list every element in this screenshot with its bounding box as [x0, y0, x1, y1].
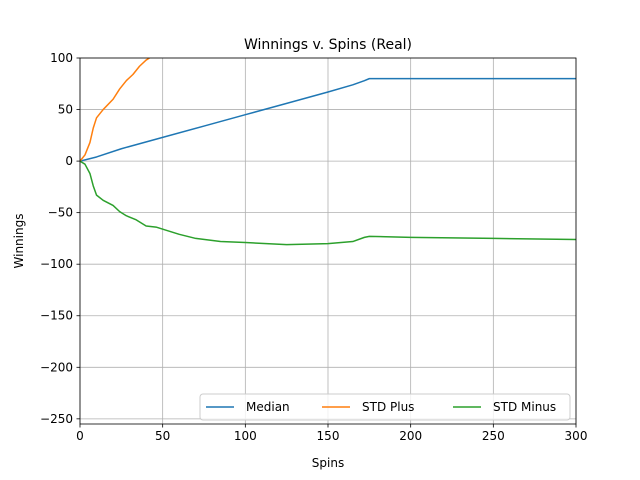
- legend-label-std-plus: STD Plus: [362, 400, 414, 414]
- legend-label-std-minus: STD Minus: [493, 400, 556, 414]
- y-tick-label: −150: [40, 309, 73, 323]
- series-line-median: [80, 77, 576, 162]
- y-axis-label: Winnings: [12, 214, 26, 269]
- y-tick-label: 50: [58, 103, 73, 117]
- x-tick-label: 300: [565, 429, 588, 443]
- x-tick-label: 150: [317, 429, 340, 443]
- legend-box: [199, 393, 571, 421]
- y-tick-label: −50: [48, 206, 73, 220]
- plot-series: [80, 58, 576, 246]
- y-tick-label: −200: [40, 360, 73, 374]
- chart-title: Winnings v. Spins (Real): [244, 37, 412, 53]
- x-tick-label: 50: [155, 429, 170, 443]
- y-tick-label: −250: [40, 412, 73, 426]
- x-tick-label: 0: [76, 429, 84, 443]
- series-line-std-plus: [80, 58, 150, 162]
- y-tick-label: 0: [65, 154, 73, 168]
- x-tick-label: 250: [482, 429, 505, 443]
- axis-ticks: 0 50 100 150 200 250 300 100 50 0 −50 −100 −150 −200 −…: [40, 51, 587, 443]
- grid: [79, 57, 577, 424]
- x-tick-label: 200: [399, 429, 422, 443]
- x-axis-label: Spins: [312, 456, 344, 470]
- legend-label-median: Median: [246, 400, 290, 414]
- series-line-std-minus: [80, 160, 576, 246]
- legend: Median STD Plus STD Minus: [199, 393, 571, 421]
- y-tick-label: 100: [50, 51, 73, 65]
- y-tick-label: −100: [40, 257, 73, 271]
- x-tick-label: 100: [234, 429, 257, 443]
